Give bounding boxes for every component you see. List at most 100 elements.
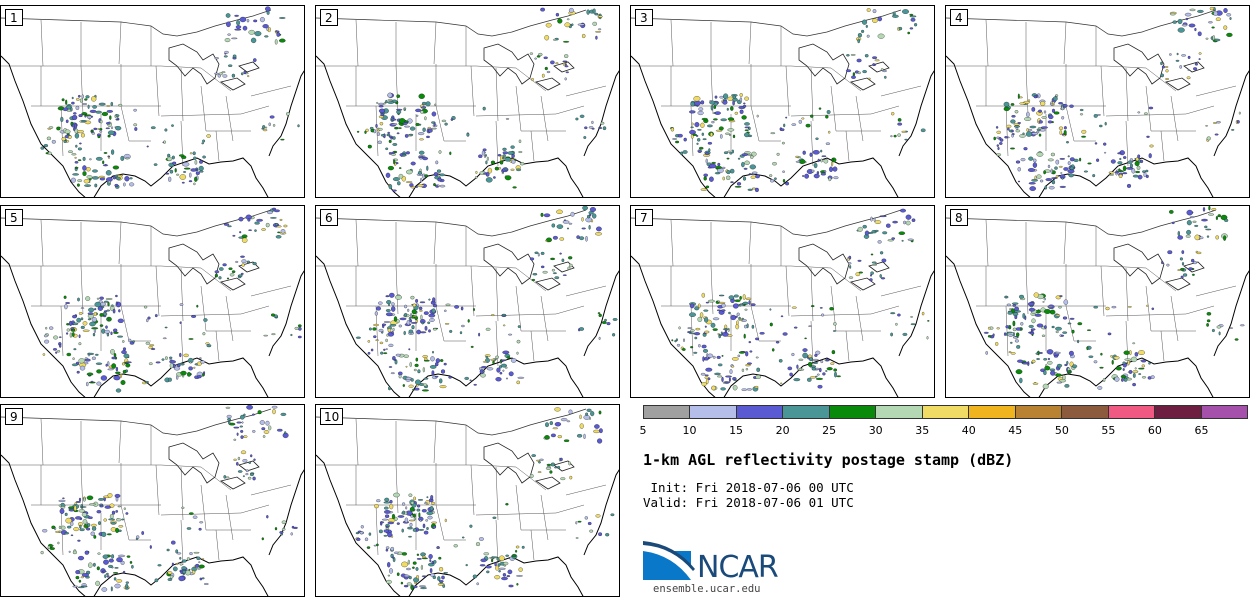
echo-cell <box>1054 351 1061 354</box>
echo-cell <box>110 521 116 525</box>
colorbar-segment <box>922 406 970 418</box>
echo-cell <box>376 499 381 503</box>
colorbar-segment <box>783 406 830 418</box>
echo-cell <box>556 224 564 229</box>
echo-cell <box>482 106 486 111</box>
echo-cell <box>192 515 198 519</box>
echo-cell <box>188 180 193 183</box>
echo-cell <box>531 77 534 82</box>
echo-cell <box>1215 215 1218 221</box>
echo-cell <box>690 346 694 349</box>
echo-cell <box>809 376 816 379</box>
echo-cell <box>770 179 775 183</box>
echo-cell <box>1122 172 1128 175</box>
echo-cell <box>575 537 579 539</box>
echo-cell <box>466 132 470 137</box>
echo-cell <box>541 73 545 78</box>
echo-cell <box>704 374 709 377</box>
echo-cell <box>1064 384 1070 388</box>
echo-cell <box>1238 111 1241 115</box>
state-border <box>355 19 467 67</box>
echo-cell <box>557 435 562 439</box>
echo-cell <box>1138 350 1145 355</box>
echo-cell <box>115 301 118 305</box>
echo-cell <box>241 263 245 267</box>
echo-cell <box>1047 164 1051 169</box>
echo-cell <box>74 161 79 164</box>
echo-cell <box>494 575 501 580</box>
echo-cell <box>113 328 118 333</box>
echo-cell <box>235 260 239 263</box>
echo-cell <box>516 351 519 355</box>
echo-cell <box>1171 221 1175 225</box>
echo-cell <box>718 126 724 131</box>
echo-cell <box>721 303 726 308</box>
echo-cell <box>202 332 206 336</box>
echo-cell <box>1161 65 1165 69</box>
echo-cell <box>403 108 406 111</box>
echo-cell <box>807 377 812 382</box>
echo-cell <box>413 517 416 521</box>
echo-cell <box>1181 262 1185 266</box>
echo-cell <box>241 234 248 239</box>
echo-cell <box>410 501 415 505</box>
echo-cell <box>84 114 92 117</box>
echo-cell <box>433 183 436 187</box>
echo-cell <box>812 150 820 155</box>
echo-cell <box>559 237 565 241</box>
echo-cell <box>387 574 391 577</box>
echo-cell <box>815 350 821 355</box>
echo-cell <box>741 115 747 120</box>
echo-cell <box>169 356 173 359</box>
echo-cell <box>1118 168 1121 173</box>
echo-cell <box>99 130 103 133</box>
echo-cell <box>387 561 391 568</box>
echo-cell <box>857 259 862 262</box>
echo-cell <box>510 168 515 171</box>
echo-cell <box>240 414 245 420</box>
echo-cell <box>691 122 694 126</box>
echo-cell <box>122 369 127 374</box>
echo-cell <box>198 165 204 171</box>
echo-cell <box>1005 325 1010 329</box>
echo-cell <box>1042 383 1049 390</box>
echo-cell <box>717 162 721 167</box>
echo-cell <box>1193 67 1198 71</box>
echo-cell <box>415 186 418 188</box>
echo-cell <box>1137 174 1143 180</box>
echo-cell <box>133 108 137 112</box>
echo-cell <box>385 99 388 104</box>
echo-cell <box>1059 158 1066 160</box>
echo-cell <box>1103 142 1107 146</box>
echo-cell <box>416 553 420 556</box>
echo-cell <box>42 529 48 533</box>
echo-cell <box>237 470 243 473</box>
echo-cell <box>1043 170 1046 175</box>
echo-cell <box>804 173 809 179</box>
echo-cell <box>125 581 129 584</box>
echo-cell <box>1040 126 1048 129</box>
echo-cell <box>517 325 521 328</box>
panel-number-label: 7 <box>635 209 653 226</box>
echo-cell <box>503 561 509 566</box>
echo-cell <box>1236 120 1240 124</box>
echo-cell <box>410 378 414 382</box>
reflectivity-map <box>1 207 304 397</box>
echo-cell <box>560 418 568 422</box>
echo-cell <box>414 387 420 391</box>
echo-cell <box>529 474 534 478</box>
echo-cell <box>106 533 112 536</box>
echo-cell <box>110 586 113 592</box>
echo-cell <box>825 370 828 372</box>
echo-cell <box>508 584 514 588</box>
echo-cell <box>798 358 804 361</box>
great-lakes <box>168 243 260 291</box>
echo-cell <box>188 338 194 340</box>
echo-cell <box>429 506 434 511</box>
echo-cell <box>1004 295 1008 299</box>
echo-cell <box>438 150 442 154</box>
echo-cell <box>712 328 718 331</box>
echo-cell <box>91 96 97 102</box>
echo-cell <box>120 560 125 565</box>
echo-cell <box>1161 260 1164 265</box>
